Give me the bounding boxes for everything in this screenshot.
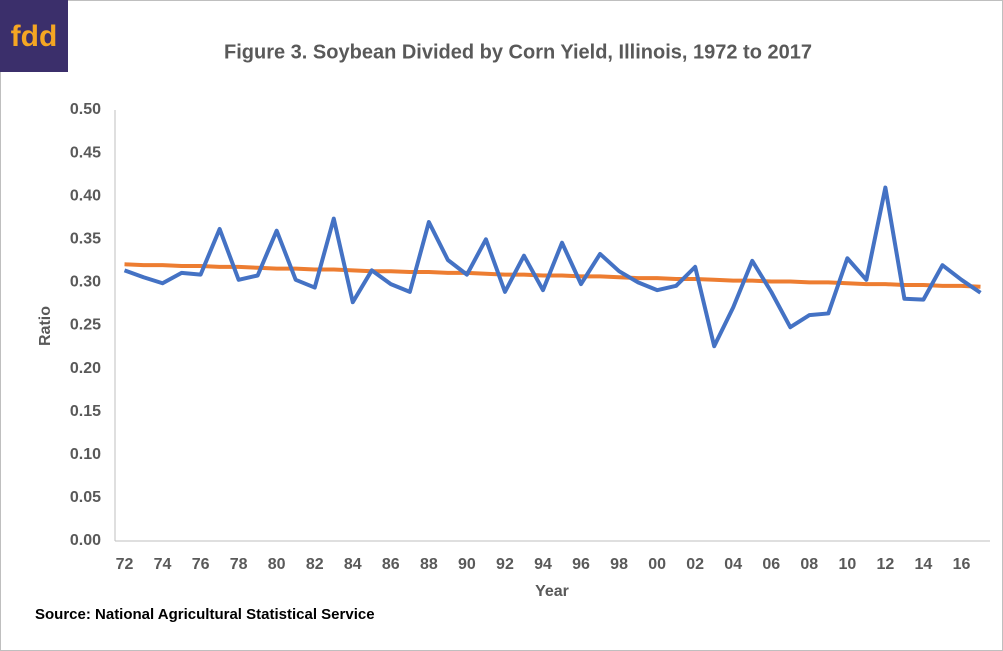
x-tick-label: 72 <box>116 556 134 573</box>
x-tick-label: 16 <box>953 556 971 573</box>
y-tick-label: 0.50 <box>70 101 101 118</box>
y-tick-label: 0.15 <box>70 403 101 420</box>
x-tick-label: 88 <box>420 556 438 573</box>
logo-box <box>0 0 68 72</box>
y-tick-label: 0.10 <box>70 446 101 463</box>
x-tick-label: 86 <box>382 556 400 573</box>
x-tick-label: 02 <box>686 556 704 573</box>
x-tick-label: 98 <box>610 556 628 573</box>
y-tick-label: 0.40 <box>70 187 101 204</box>
x-tick-label: 82 <box>306 556 324 573</box>
x-tick-label: 08 <box>800 556 818 573</box>
x-tick-label: 00 <box>648 556 666 573</box>
y-tick-label: 0.30 <box>70 274 101 291</box>
x-tick-label: 04 <box>724 556 742 573</box>
x-tick-label: 92 <box>496 556 514 573</box>
chart-title: Figure 3. Soybean Divided by Corn Yield,… <box>224 41 812 63</box>
logo: fdd <box>11 20 58 53</box>
y-tick-label: 0.45 <box>70 144 101 161</box>
x-tick-label: 94 <box>534 556 552 573</box>
x-tick-label: 90 <box>458 556 476 573</box>
y-tick-label: 0.25 <box>70 317 101 334</box>
x-tick-label: 10 <box>838 556 856 573</box>
x-tick-label: 74 <box>154 556 172 573</box>
x-axis-label: Year <box>535 583 569 600</box>
x-tick-label: 84 <box>344 556 362 573</box>
y-axis-label: Ratio <box>37 306 54 346</box>
y-tick-label: 0.00 <box>70 532 101 549</box>
y-tick-label: 0.05 <box>70 489 101 506</box>
y-tick-label: 0.20 <box>70 360 101 377</box>
x-tick-label: 76 <box>192 556 210 573</box>
x-tick-label: 12 <box>876 556 894 573</box>
x-tick-label: 96 <box>572 556 590 573</box>
source: Source: National Agricultural Statistica… <box>35 606 375 623</box>
y-tick-label: 0.35 <box>70 231 101 248</box>
x-tick-label: 78 <box>230 556 248 573</box>
line-series <box>123 185 982 349</box>
x-tick-label: 14 <box>915 556 933 573</box>
x-tick-label: 80 <box>268 556 286 573</box>
x-tick-label: 06 <box>762 556 780 573</box>
